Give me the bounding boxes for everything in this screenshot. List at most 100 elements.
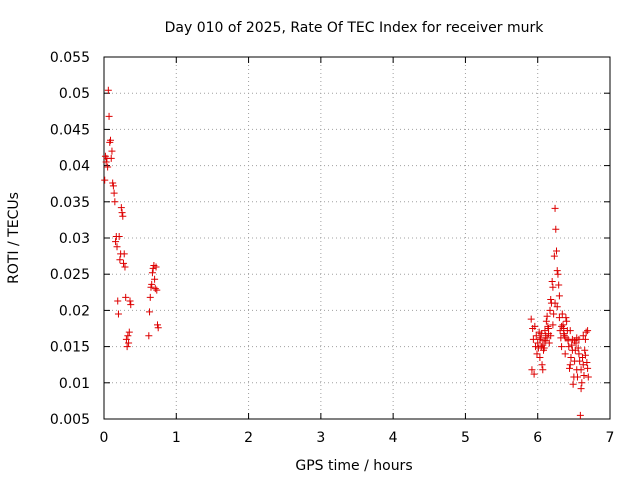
data-point: [554, 270, 562, 278]
data-point: [536, 335, 544, 343]
data-point: [547, 332, 555, 340]
data-point: [568, 341, 576, 349]
data-point: [551, 204, 559, 212]
data-point: [538, 361, 546, 369]
x-tick-label: 0: [100, 430, 109, 446]
data-point: [102, 158, 110, 166]
y-tick-label: 0.055: [50, 50, 90, 66]
data-point: [541, 327, 549, 335]
data-point: [546, 306, 554, 314]
data-point: [537, 343, 545, 351]
data-point: [537, 334, 545, 342]
y-tick-label: 0.03: [59, 231, 90, 247]
data-point: [536, 353, 544, 361]
data-point: [126, 297, 134, 305]
data-point: [107, 136, 115, 144]
data-point: [549, 283, 557, 291]
data-point: [153, 286, 161, 294]
data-point: [581, 335, 589, 343]
data-point: [583, 359, 591, 367]
data-point: [108, 147, 116, 155]
data-point: [537, 330, 545, 338]
data-point: [584, 364, 592, 372]
data-point: [532, 332, 540, 340]
data-point: [580, 372, 588, 380]
data-point: [551, 299, 559, 307]
data-point: [573, 334, 581, 342]
data-point: [555, 292, 563, 300]
y-tick-label: 0.015: [50, 340, 90, 356]
data-point: [116, 256, 124, 264]
data-point: [559, 321, 567, 329]
data-point: [584, 373, 592, 381]
y-tick-label: 0.04: [59, 159, 90, 175]
data-point: [558, 310, 566, 318]
data-point: [561, 350, 569, 358]
data-point: [112, 238, 120, 246]
data-point: [553, 303, 561, 311]
data-point: [555, 281, 563, 289]
data-point: [560, 330, 568, 338]
data-point: [105, 112, 113, 120]
data-point: [125, 339, 133, 347]
axis-ticks: 0 1 2 3 4 5 6 7 0.005 0.01 0.015 0.02 0.025 0.03 0.035…: [50, 50, 615, 446]
data-point: [114, 297, 122, 305]
data-point: [577, 366, 585, 374]
data-point: [154, 324, 162, 332]
data-point: [550, 252, 558, 260]
data-point: [533, 350, 541, 358]
data-point: [148, 269, 156, 277]
data-point: [540, 344, 548, 352]
data-point: [568, 346, 576, 354]
data-point: [146, 293, 154, 301]
data-point: [113, 243, 121, 251]
data-point: [575, 350, 583, 358]
y-tick-label: 0.045: [50, 122, 90, 138]
data-point: [558, 322, 566, 330]
data-point: [547, 296, 555, 304]
data-point: [578, 379, 586, 387]
y-tick-label: 0.02: [59, 303, 90, 319]
data-point: [573, 373, 581, 381]
data-point: [558, 343, 566, 351]
data-point: [101, 176, 109, 184]
data-point: [145, 332, 153, 340]
x-tick-label: 6: [533, 430, 542, 446]
x-tick-label: 7: [606, 430, 615, 446]
data-point: [152, 263, 160, 271]
data-point: [148, 280, 156, 288]
data-point: [120, 250, 128, 258]
data-point: [110, 189, 118, 197]
data-point: [104, 86, 112, 94]
data-point: [566, 327, 574, 335]
data-point: [122, 293, 130, 301]
data-point: [543, 334, 551, 342]
data-point: [111, 198, 119, 206]
x-tick-label: 2: [244, 430, 253, 446]
data-point: [529, 335, 537, 343]
data-point: [151, 275, 159, 283]
data-point: [563, 317, 571, 325]
data-point: [147, 283, 155, 291]
data-point: [115, 233, 123, 241]
data-points: [101, 86, 592, 419]
data-point: [542, 317, 550, 325]
data-point: [549, 321, 557, 329]
data-point: [539, 341, 547, 349]
data-point: [576, 357, 584, 365]
y-tick-label: 0.035: [50, 195, 90, 211]
data-point: [565, 343, 573, 351]
data-point: [120, 259, 128, 267]
data-point: [109, 179, 117, 187]
data-point: [119, 212, 127, 220]
data-point: [576, 411, 584, 419]
data-point: [581, 351, 589, 359]
data-point: [127, 301, 135, 309]
data-point: [534, 339, 542, 347]
data-point: [548, 277, 556, 285]
data-point: [123, 343, 131, 351]
data-point: [550, 310, 558, 318]
data-point: [124, 332, 132, 340]
